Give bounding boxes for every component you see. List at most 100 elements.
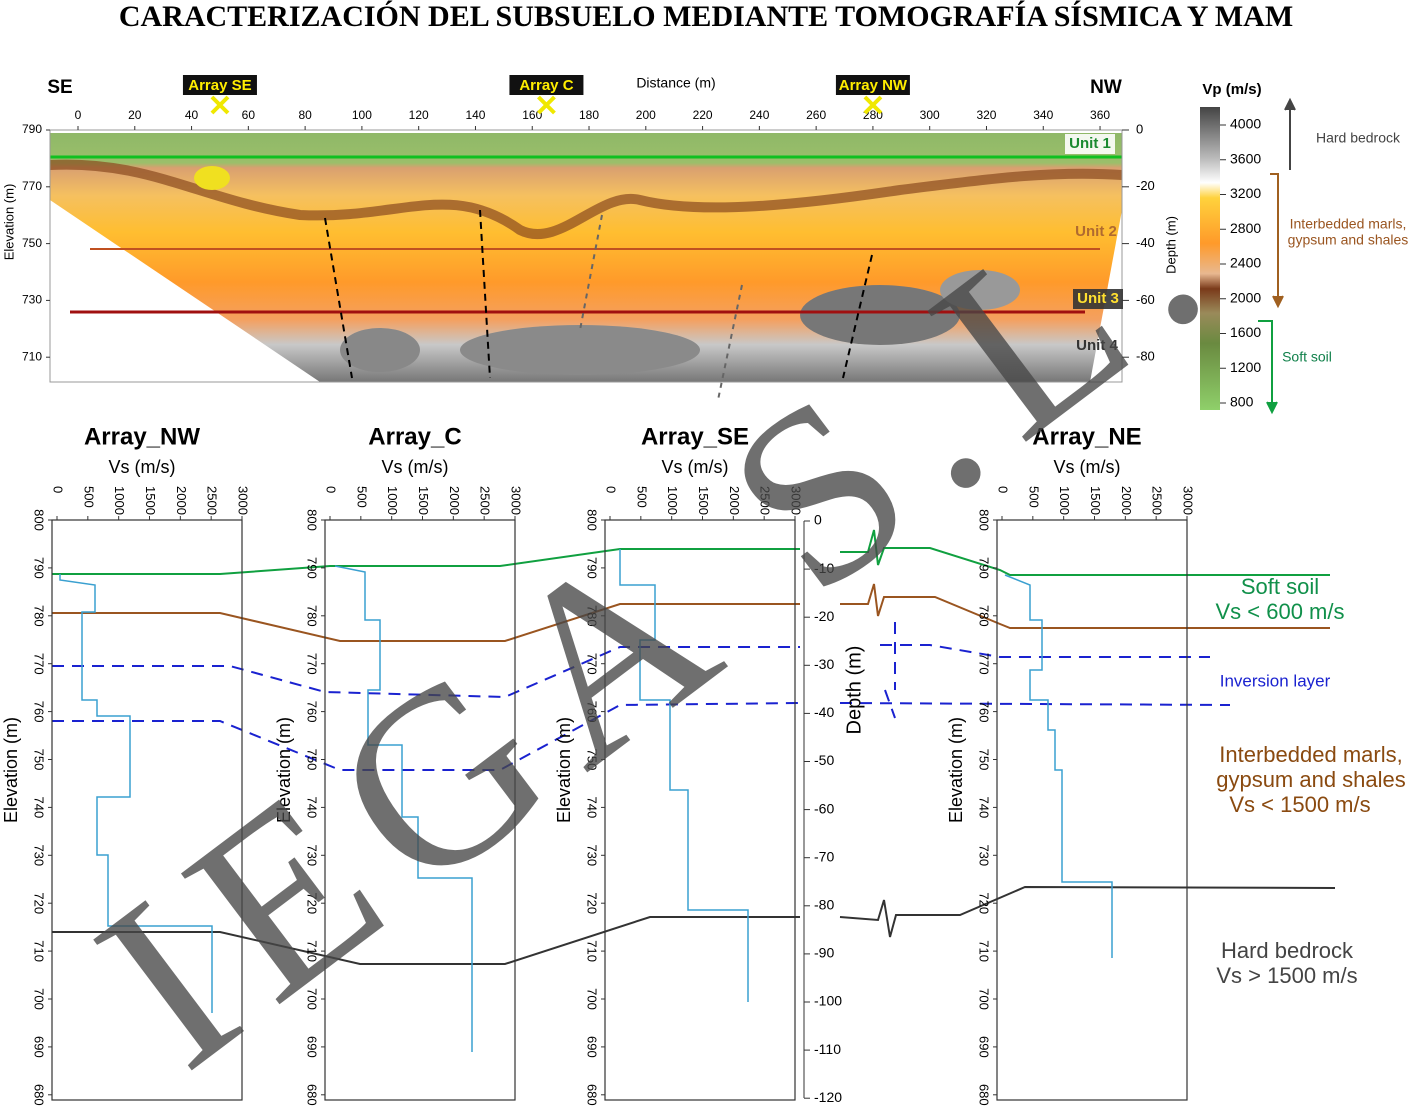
array-label-bg: [182, 75, 257, 95]
legend-label: Interbedded marls,: [1219, 742, 1402, 767]
elev-tick-label: 760: [32, 701, 47, 723]
elev-tick-label: 730: [32, 844, 47, 866]
unit-label: Unit 3: [1077, 290, 1119, 307]
elev-axis-label: Elevation (m): [1, 717, 21, 823]
y-tick-label: 790: [22, 122, 42, 136]
vs-tick-label: 2500: [205, 486, 220, 515]
colorbar-tick-label: 2000: [1230, 289, 1261, 305]
vs-tick-label: 1000: [665, 486, 680, 515]
elev-tick-label: 730: [977, 844, 992, 866]
depth-axis-label: Depth (m): [843, 646, 865, 735]
x-tick-label: 340: [1033, 108, 1053, 122]
vs-tick-label: 3000: [1181, 486, 1196, 515]
elev-tick-label: 680: [977, 1084, 992, 1106]
x-tick-label: 20: [128, 108, 142, 122]
elev-tick-label: 760: [585, 701, 600, 723]
array-label: Array SE: [188, 77, 251, 94]
x-tick-label: 260: [806, 108, 826, 122]
elev-tick-label: 760: [305, 701, 320, 723]
array-marker: [537, 95, 556, 115]
colorbar-tick-label: 1600: [1230, 324, 1261, 340]
colorbar: [1200, 107, 1220, 410]
vs-axis-label: Vs (m/s): [662, 457, 729, 477]
elev-tick-label: 690: [32, 1036, 47, 1058]
x-tick-label: 320: [976, 108, 996, 122]
depth-tick-label: -110: [814, 1041, 841, 1057]
vs-tick-label: 1000: [385, 486, 400, 515]
title: CARACTERIZACIÓN DEL SUBSUELO MEDIANTE TO…: [119, 0, 1293, 33]
tomography: [49, 129, 1123, 401]
elev-axis-label: Elevation (m): [554, 717, 574, 823]
elev-tick-label: 790: [977, 557, 992, 579]
vs-tick-label: 500: [1026, 486, 1041, 508]
x-tick-label: 300: [920, 108, 940, 122]
elev-tick-label: 720: [977, 892, 992, 914]
side-label: SE: [47, 77, 72, 98]
y-tick-label: 770: [22, 179, 42, 193]
elev-tick-label: 770: [585, 653, 600, 675]
depth-tick-label: -40: [1136, 235, 1155, 250]
elev-tick-label: 680: [585, 1084, 600, 1106]
vs-tick-label: 2500: [758, 486, 773, 515]
vs-tick-label: 3000: [236, 486, 251, 515]
elev-tick-label: 700: [585, 988, 600, 1010]
unit-label: Unit 4: [1076, 337, 1118, 354]
y-tick-label: 730: [22, 293, 42, 307]
legend-label: Vs < 600 m/s: [1215, 599, 1344, 624]
elev-tick-label: 790: [585, 557, 600, 579]
vs-axis-label: Vs (m/s): [382, 457, 449, 477]
elev-tick-label: 750: [585, 749, 600, 771]
profile-title: Array_SE: [641, 423, 749, 450]
elev-tick-label: 700: [977, 988, 992, 1010]
elev-tick-label: 690: [585, 1036, 600, 1058]
colorbar-tick-label: 4000: [1230, 116, 1261, 132]
x-tick-label: 180: [579, 108, 599, 122]
unit-label-bg: [1065, 134, 1115, 154]
depth-tick-label: -10: [814, 560, 834, 576]
depth-tick-label: 0: [1136, 121, 1143, 136]
elev-tick-label: 800: [585, 509, 600, 531]
elev-tick-label: 710: [305, 940, 320, 962]
elev-tick-label: 750: [977, 749, 992, 771]
vs-tick-label: 3000: [509, 486, 524, 515]
depth-tick-label: -20: [814, 608, 834, 624]
elev-tick-label: 800: [977, 509, 992, 531]
elev-tick-label: 750: [305, 749, 320, 771]
profile-title: Array_NE: [1032, 423, 1141, 450]
x-tick-label: 40: [185, 108, 199, 122]
elev-axis-label: Elevation (m): [946, 717, 966, 823]
vs-tick-label: 1500: [1088, 486, 1103, 515]
x-tick-label: 0: [75, 108, 82, 122]
colorbar-tick-label: 3200: [1230, 185, 1261, 201]
elev-tick-label: 790: [305, 557, 320, 579]
depth-tick-label: -80: [1136, 349, 1155, 364]
vs-tick-label: 2000: [447, 486, 462, 515]
vs-tick-label: 1000: [1057, 486, 1072, 515]
vs-tick-label: 1500: [696, 486, 711, 515]
colorbar-legend: Soft soil: [1282, 349, 1332, 365]
elev-tick-label: 740: [32, 797, 47, 819]
legend-label: Inversion layer: [1220, 671, 1331, 690]
legend-label: Hard bedrock: [1221, 938, 1354, 963]
colorbar-legend: Interbedded marls,: [1290, 216, 1407, 232]
elev-tick-label: 690: [977, 1036, 992, 1058]
vs-tick-label: 1000: [112, 486, 127, 515]
x-axis-label: Distance (m): [636, 75, 715, 91]
y-tick-label: 710: [22, 349, 42, 363]
vs-tick-label: 2500: [1150, 486, 1165, 515]
depth-tick-label: -80: [814, 897, 834, 913]
array-label-bg: [835, 75, 910, 95]
profile-frame: [324, 519, 516, 1101]
depth-tick-label: -60: [814, 800, 834, 816]
depth-tick-label: -50: [814, 752, 834, 768]
elev-tick-label: 710: [977, 940, 992, 962]
elev-tick-label: 700: [305, 988, 320, 1010]
profile-frame: [51, 519, 243, 1101]
depth-tick-label: -40: [814, 704, 834, 720]
depth-tick-label: -120: [814, 1089, 842, 1105]
colorbar-legend: gypsum and shales: [1288, 232, 1409, 248]
x-tick-label: 240: [749, 108, 769, 122]
vs-axis-label: Vs (m/s): [109, 457, 176, 477]
profile-frame: [604, 519, 796, 1101]
